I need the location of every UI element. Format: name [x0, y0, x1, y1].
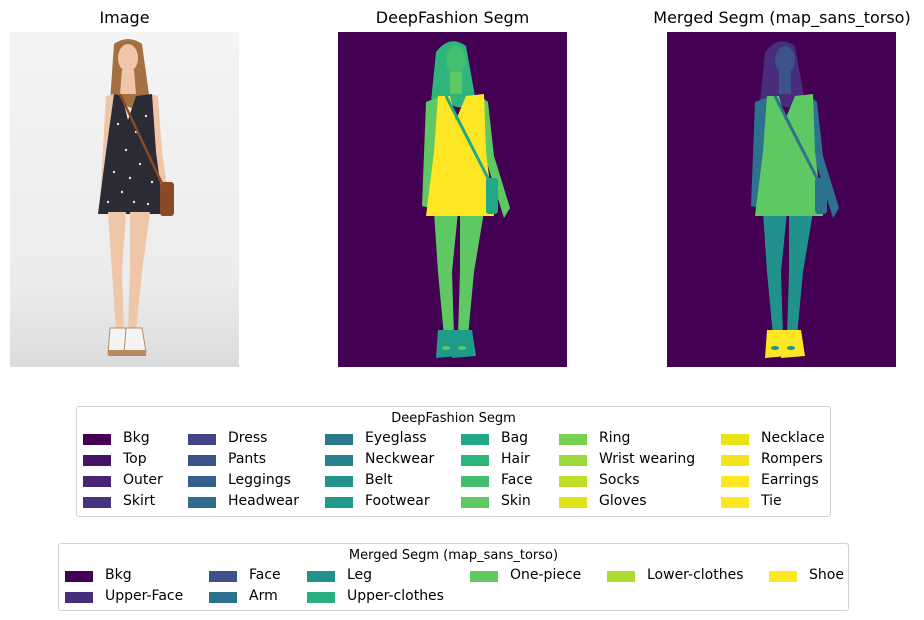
- legend-label: Bkg: [123, 430, 150, 446]
- legend-label: Dress: [228, 430, 268, 446]
- legend-swatch: [188, 497, 216, 508]
- legend-label: Bkg: [105, 567, 132, 583]
- deepfashion-legend: DeepFashion Segm Bkg Top Outer Skirt Dress P…: [76, 406, 831, 517]
- legend-swatch: [325, 476, 353, 487]
- legend-swatch: [721, 455, 749, 466]
- deepfashion-legend-title: DeepFashion Segm: [391, 411, 516, 426]
- legend-swatch: [188, 434, 216, 445]
- legend-swatch: [721, 497, 749, 508]
- legend-swatch: [559, 434, 587, 445]
- legend-swatch: [721, 434, 749, 445]
- legend-label: Outer: [123, 472, 163, 488]
- legend-swatch: [83, 476, 111, 487]
- legend-label: Eyeglass: [365, 430, 427, 446]
- legend-swatch: [65, 592, 93, 603]
- legend-label: Belt: [365, 472, 393, 488]
- legend-swatch: [188, 455, 216, 466]
- legend-label: Socks: [599, 472, 640, 488]
- legend-swatch: [209, 571, 237, 582]
- legend-label: Arm: [249, 588, 278, 604]
- legend-label: Bag: [501, 430, 529, 446]
- legend-swatch: [461, 497, 489, 508]
- legend-label: One-piece: [510, 567, 582, 583]
- legend-label: Neckwear: [365, 451, 435, 467]
- legend-swatch: [461, 455, 489, 466]
- legend-label: Leg: [347, 567, 373, 583]
- legend-swatch: [461, 476, 489, 487]
- legend-label: Upper-Face: [105, 588, 184, 604]
- legend-swatch: [188, 476, 216, 487]
- deepfashion-segm-mask: [338, 32, 567, 367]
- merged-legend: Merged Segm (map_sans_torso) Bkg Upper-Fa…: [58, 543, 849, 611]
- legend-label: Leggings: [228, 472, 291, 488]
- legend-swatch: [307, 592, 335, 603]
- legend-label: Shoe: [809, 567, 844, 583]
- deepfashion-segm-panel: [338, 32, 567, 367]
- legend-label: Necklace: [761, 430, 825, 446]
- legend-label: Headwear: [228, 493, 300, 509]
- legend-label: Pants: [228, 451, 267, 467]
- legend-label: Footwear: [365, 493, 430, 509]
- legend-swatch: [83, 434, 111, 445]
- legend-swatch: [325, 455, 353, 466]
- legend-swatch: [83, 455, 111, 466]
- legend-label: Rompers: [761, 451, 823, 467]
- legend-label: Ring: [599, 430, 631, 446]
- photo-panel: [10, 32, 239, 367]
- merged-segm-panel: [667, 32, 896, 367]
- legend-swatch: [83, 497, 111, 508]
- merged-legend-title: Merged Segm (map_sans_torso): [348, 548, 559, 563]
- photo-illustration: [10, 32, 239, 367]
- merged-panel-title: Merged Segm (map_sans_torso): [653, 8, 911, 27]
- legend-label: Earrings: [761, 472, 819, 488]
- legend-swatch: [607, 571, 635, 582]
- legend-swatch: [325, 434, 353, 445]
- legend-label: Face: [501, 472, 533, 488]
- legend-label: Skirt: [123, 493, 156, 509]
- legend-swatch: [769, 571, 797, 582]
- legend-label: Wrist wearing: [599, 451, 696, 467]
- merged-segm-mask: [667, 32, 896, 367]
- legend-label: Face: [249, 567, 281, 583]
- legend-swatch: [461, 434, 489, 445]
- legend-label: Upper-clothes: [347, 588, 444, 604]
- deepfashion-panel-title: DeepFashion Segm: [375, 8, 530, 27]
- legend-label: Gloves: [599, 493, 647, 509]
- legend-label: Hair: [501, 451, 530, 467]
- legend-swatch: [721, 476, 749, 487]
- legend-swatch: [65, 571, 93, 582]
- legend-swatch: [209, 592, 237, 603]
- legend-swatch: [307, 571, 335, 582]
- image-panel-title: Image: [99, 8, 150, 27]
- legend-label: Skin: [501, 493, 531, 509]
- legend-label: Tie: [761, 493, 782, 509]
- legend-swatch: [559, 476, 587, 487]
- legend-swatch: [470, 571, 498, 582]
- legend-swatch: [559, 455, 587, 466]
- legend-label: Top: [123, 451, 147, 467]
- legend-swatch: [559, 497, 587, 508]
- legend-label: Lower-clothes: [647, 567, 744, 583]
- legend-swatch: [325, 497, 353, 508]
